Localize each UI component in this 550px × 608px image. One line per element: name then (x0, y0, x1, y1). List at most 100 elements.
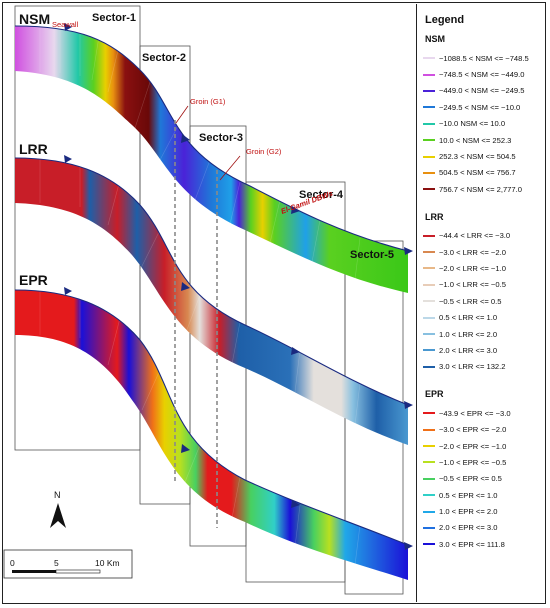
legend-item: 10.0 < NSM <= 252.3 (423, 132, 546, 148)
legend-swatch (423, 543, 435, 546)
legend-item-label: 3.0 < EPR <= 111.8 (439, 539, 505, 549)
legend-swatch (423, 461, 435, 464)
legend-item-label: −43.9 < EPR <= −3.0 (439, 408, 511, 418)
legend-swatch (423, 365, 435, 368)
legend-item: −1088.5 < NSM <= −748.5 (423, 50, 546, 66)
legend-item-label: −44.4 < LRR <= −3.0 (439, 231, 511, 241)
legend-swatch (423, 494, 435, 497)
legend-item: −1.0 < LRR <= −0.5 (423, 277, 546, 293)
legend-item: −0.5 < EPR <= 0.5 (423, 471, 546, 487)
legend-swatch (423, 300, 435, 303)
legend-item-label: 0.5 < LRR <= 1.0 (439, 313, 498, 323)
legend-item-label: −1088.5 < NSM <= −748.5 (439, 53, 529, 63)
legend-item-label: −449.0 < NSM <= −249.5 (439, 86, 525, 96)
legend-swatch (423, 445, 435, 447)
legend-item: 2.0 < EPR <= 3.0 (423, 520, 546, 536)
map-frame (2, 2, 546, 604)
legend-item-label: 0.5 < EPR <= 1.0 (439, 490, 498, 500)
legend-item: 252.3 < NSM <= 504.5 (423, 148, 546, 164)
legend-panel: Legend NSM −1088.5 < NSM <= −748.5 −748.5 … (416, 4, 546, 602)
legend-item: −748.5 < NSM <= −449.0 (423, 66, 546, 82)
legend-item: −43.9 < EPR <= −3.0 (423, 405, 546, 421)
sector-label-1: Sector-1 (92, 12, 136, 24)
nsm-band (15, 26, 408, 293)
legend-item: 3.0 < EPR <= 111.8 (423, 536, 546, 552)
legend-item-label: 1.0 < LRR <= 2.0 (439, 329, 498, 339)
legend-swatch (423, 349, 435, 352)
legend-swatch (423, 171, 435, 174)
scale-tick-10: 10 Km (95, 558, 120, 568)
legend-item-label: −249.5 < NSM <= −10.0 (439, 102, 521, 112)
legend-swatch (423, 316, 435, 319)
legend-item: −1.0 < EPR <= −0.5 (423, 454, 546, 470)
legend-swatch (423, 155, 435, 158)
legend-item-label: 10.0 < NSM <= 252.3 (439, 135, 512, 145)
legend-item: −249.5 < NSM <= −10.0 (423, 99, 546, 115)
sector-label-5: Sector-5 (350, 249, 394, 261)
legend-item-label: −3.0 < LRR <= −2.0 (439, 247, 506, 257)
legend-swatch (423, 412, 435, 415)
legend-swatch (423, 57, 435, 60)
legend-item-label: 2.0 < LRR <= 3.0 (439, 345, 498, 355)
sector-label-3: Sector-3 (199, 132, 243, 144)
legend-item: 0.5 < EPR <= 1.0 (423, 487, 546, 503)
legend-item-label: −2.0 < EPR <= −1.0 (439, 441, 507, 451)
scale-tick-0: 0 (10, 558, 15, 568)
legend-swatch (423, 477, 435, 480)
lrr-baseline (14, 157, 409, 406)
legend-item-label: −3.0 < EPR <= −2.0 (439, 425, 507, 435)
legend-item: −2.0 < EPR <= −1.0 (423, 438, 546, 454)
legend-item: 1.0 < LRR <= 2.0 (423, 326, 546, 342)
scale-tick-5: 5 (54, 558, 59, 568)
legend-item: 1.0 < EPR <= 2.0 (423, 503, 546, 519)
legend-item-label: 2.0 < EPR <= 3.0 (439, 523, 498, 533)
legend-item-label: 756.7 < NSM <= 2,777.0 (439, 184, 522, 194)
legend-item: 2.0 < LRR <= 3.0 (423, 342, 546, 358)
legend-item-label: −1.0 < LRR <= −0.5 (439, 280, 506, 290)
legend-item-label: −1.0 < EPR <= −0.5 (439, 457, 507, 467)
north-arrow: N (50, 490, 66, 528)
legend-item: −3.0 < LRR <= −2.0 (423, 244, 546, 260)
legend-item: 756.7 < NSM <= 2,777.0 (423, 181, 546, 197)
sector-label-2: Sector-2 (142, 52, 186, 64)
sector-label-4: Sector-4 (299, 189, 344, 201)
north-arrow-icon (50, 503, 66, 528)
legend-group-nsm: NSM −1088.5 < NSM <= −748.5 −748.5 < NSM <… (423, 34, 546, 198)
legend-swatch (423, 89, 435, 92)
legend-swatch (423, 526, 435, 529)
legend-item: 0.5 < LRR <= 1.0 (423, 309, 546, 325)
legend-item-label: −0.5 < EPR <= 0.5 (439, 474, 502, 484)
legend-item: −44.4 < LRR <= −3.0 (423, 228, 546, 244)
legend-group-heading: NSM (425, 34, 445, 44)
legend-groups: NSM −1088.5 < NSM <= −748.5 −748.5 < NSM <… (423, 34, 546, 553)
legend-swatch (423, 510, 435, 513)
legend-item-label: 504.5 < NSM <= 756.7 (439, 168, 516, 178)
annotation-seawall: Seawall (52, 20, 79, 29)
profile-label-nsm: NSM (19, 11, 50, 27)
lrr-band (15, 158, 408, 445)
legend-item: 504.5 < NSM <= 756.7 (423, 165, 546, 181)
legend-item-label: −748.5 < NSM <= −449.0 (439, 70, 525, 80)
legend-group-lrr: LRR −44.4 < LRR <= −3.0 −3.0 < LRR <= −2.0… (423, 212, 546, 376)
legend-item-label: 1.0 < EPR <= 2.0 (439, 507, 498, 517)
shoreline-map: NSM LRR EPR Sector-1 Sector-2 Sector-3 S… (3, 5, 413, 595)
annotation-groin-g2: Groin (G2) (246, 147, 282, 156)
legend-item: −2.0 < LRR <= −1.0 (423, 260, 546, 276)
annotation-groin-g1: Groin (G1) (190, 97, 226, 106)
legend-item-label: 3.0 < LRR <= 132.2 (439, 362, 506, 372)
profile-label-epr: EPR (19, 272, 48, 288)
legend-swatch (423, 122, 435, 125)
legend-item-label: 252.3 < NSM <= 504.5 (439, 152, 516, 162)
legend-item-label: −2.0 < LRR <= −1.0 (439, 263, 506, 273)
baseline-arrows (64, 23, 413, 550)
legend-item: −10.0 NSM <= 10.0 (423, 116, 546, 132)
transect-lines (39, 24, 361, 566)
legend-item: −3.0 < EPR <= −2.0 (423, 421, 546, 437)
legend-group-epr: EPR −43.9 < EPR <= −3.0 −3.0 < EPR <= −2.0… (423, 389, 546, 553)
profile-label-lrr: LRR (19, 141, 48, 157)
legend-group-heading: LRR (425, 211, 444, 222)
legend-item: −449.0 < NSM <= −249.5 (423, 83, 546, 99)
north-label: N (54, 490, 61, 500)
legend-swatch (423, 73, 435, 76)
legend-group-heading: EPR (425, 389, 444, 400)
